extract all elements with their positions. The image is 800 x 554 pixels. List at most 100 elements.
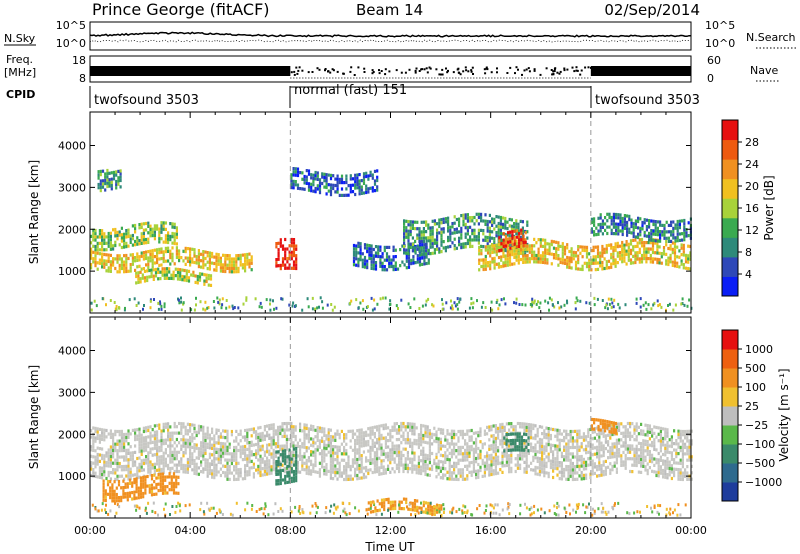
echo-cell: [230, 257, 233, 261]
echo-cell: [217, 435, 220, 439]
echo-cell: [612, 225, 615, 229]
echo-cell: [110, 180, 113, 184]
echo-cell: [569, 474, 572, 478]
echo-cell: [682, 253, 685, 257]
echo-cell: [350, 299, 353, 303]
echo-cell: [329, 463, 332, 467]
echo-cell: [294, 438, 297, 442]
echo-cell: [138, 223, 141, 227]
echo-cell: [379, 261, 382, 265]
echo-cell: [617, 232, 620, 236]
echo-cell: [189, 435, 192, 440]
echo-cell: [160, 432, 163, 436]
echo-cell: [661, 233, 664, 237]
echo-cell: [92, 445, 95, 449]
echo-cell: [508, 233, 511, 238]
echo-cell: [413, 464, 416, 468]
echo-cell: [439, 440, 442, 445]
echo-cell: [517, 222, 520, 226]
echo-cell: [554, 460, 557, 464]
echo-cell: [237, 306, 240, 310]
echo-cell: [151, 227, 154, 231]
echo-cell: [521, 229, 524, 233]
echo-cell: [477, 222, 480, 226]
echo-cell: [145, 241, 148, 245]
echo-cell: [153, 248, 156, 252]
echo-cell: [312, 428, 315, 432]
echo-cell: [538, 447, 541, 451]
echo-cell: [190, 308, 193, 312]
echo-cell: [140, 440, 143, 444]
echo-cell: [90, 448, 93, 452]
echo-cell: [558, 441, 561, 445]
echo-cell: [509, 240, 512, 244]
echo-cell: [634, 225, 637, 229]
echo-cell: [371, 186, 374, 190]
echo-cell: [332, 457, 335, 461]
echo-cell: [528, 257, 531, 261]
echo-cell: [541, 244, 545, 248]
echo-cell: [173, 235, 176, 239]
echo-cell: [384, 296, 387, 300]
echo-cell: [473, 215, 476, 220]
echo-cell: [576, 452, 579, 456]
echo-cell: [92, 455, 95, 459]
echo-cell: [329, 476, 332, 480]
echo-cell: [491, 217, 494, 221]
echo-cell: [312, 176, 315, 180]
echo-cell: [224, 263, 227, 267]
echo-cell: [488, 457, 491, 461]
echo-cell: [334, 177, 337, 181]
echo-cell: [312, 425, 315, 429]
freq-dot: [559, 70, 562, 73]
echo-cell: [512, 444, 515, 448]
echo-cell: [134, 223, 137, 228]
echo-cell: [334, 451, 337, 455]
echo-cell: [142, 458, 145, 462]
echo-cell: [615, 216, 618, 220]
echo-cell: [365, 433, 368, 438]
freq-dot: [290, 71, 293, 74]
echo-cell: [475, 460, 478, 464]
echo-cell: [235, 477, 238, 481]
echo-cell: [178, 249, 181, 253]
echo-cell: [400, 421, 403, 426]
echo-cell: [453, 471, 456, 475]
echo-cell: [560, 305, 563, 309]
echo-cell: [343, 471, 346, 475]
echo-cell: [292, 167, 295, 171]
echo-cell: [109, 451, 112, 455]
echo-cell: [96, 430, 99, 434]
echo-cell: [371, 432, 374, 436]
echo-cell: [338, 432, 341, 437]
echo-cell: [244, 470, 247, 474]
freq-dot: [388, 70, 391, 73]
echo-cell: [560, 470, 563, 475]
echo-cell: [577, 245, 580, 249]
echo-cell: [203, 279, 206, 283]
echo-cell: [94, 462, 97, 466]
echo-cell: [367, 439, 370, 444]
echo-cell: [541, 441, 544, 445]
echo-cell: [107, 235, 110, 239]
echo-cell: [349, 439, 352, 443]
echo-cell: [541, 454, 544, 458]
echo-cell: [444, 435, 447, 439]
echo-cell: [207, 283, 210, 287]
echo-cell: [594, 258, 597, 262]
echo-cell: [116, 465, 119, 469]
echo-cell: [538, 460, 541, 464]
echo-cell: [355, 250, 358, 254]
echo-cell: [172, 277, 175, 281]
echo-cell: [649, 253, 652, 258]
echo-cell: [366, 243, 369, 247]
echo-cell: [610, 215, 613, 220]
echo-cell: [521, 454, 524, 458]
echo-cell: [137, 274, 140, 278]
echo-cell: [501, 464, 504, 468]
echo-cell: [604, 306, 607, 310]
echo-cell: [193, 260, 196, 265]
echo-cell: [588, 252, 591, 256]
echo-cell: [601, 225, 604, 229]
